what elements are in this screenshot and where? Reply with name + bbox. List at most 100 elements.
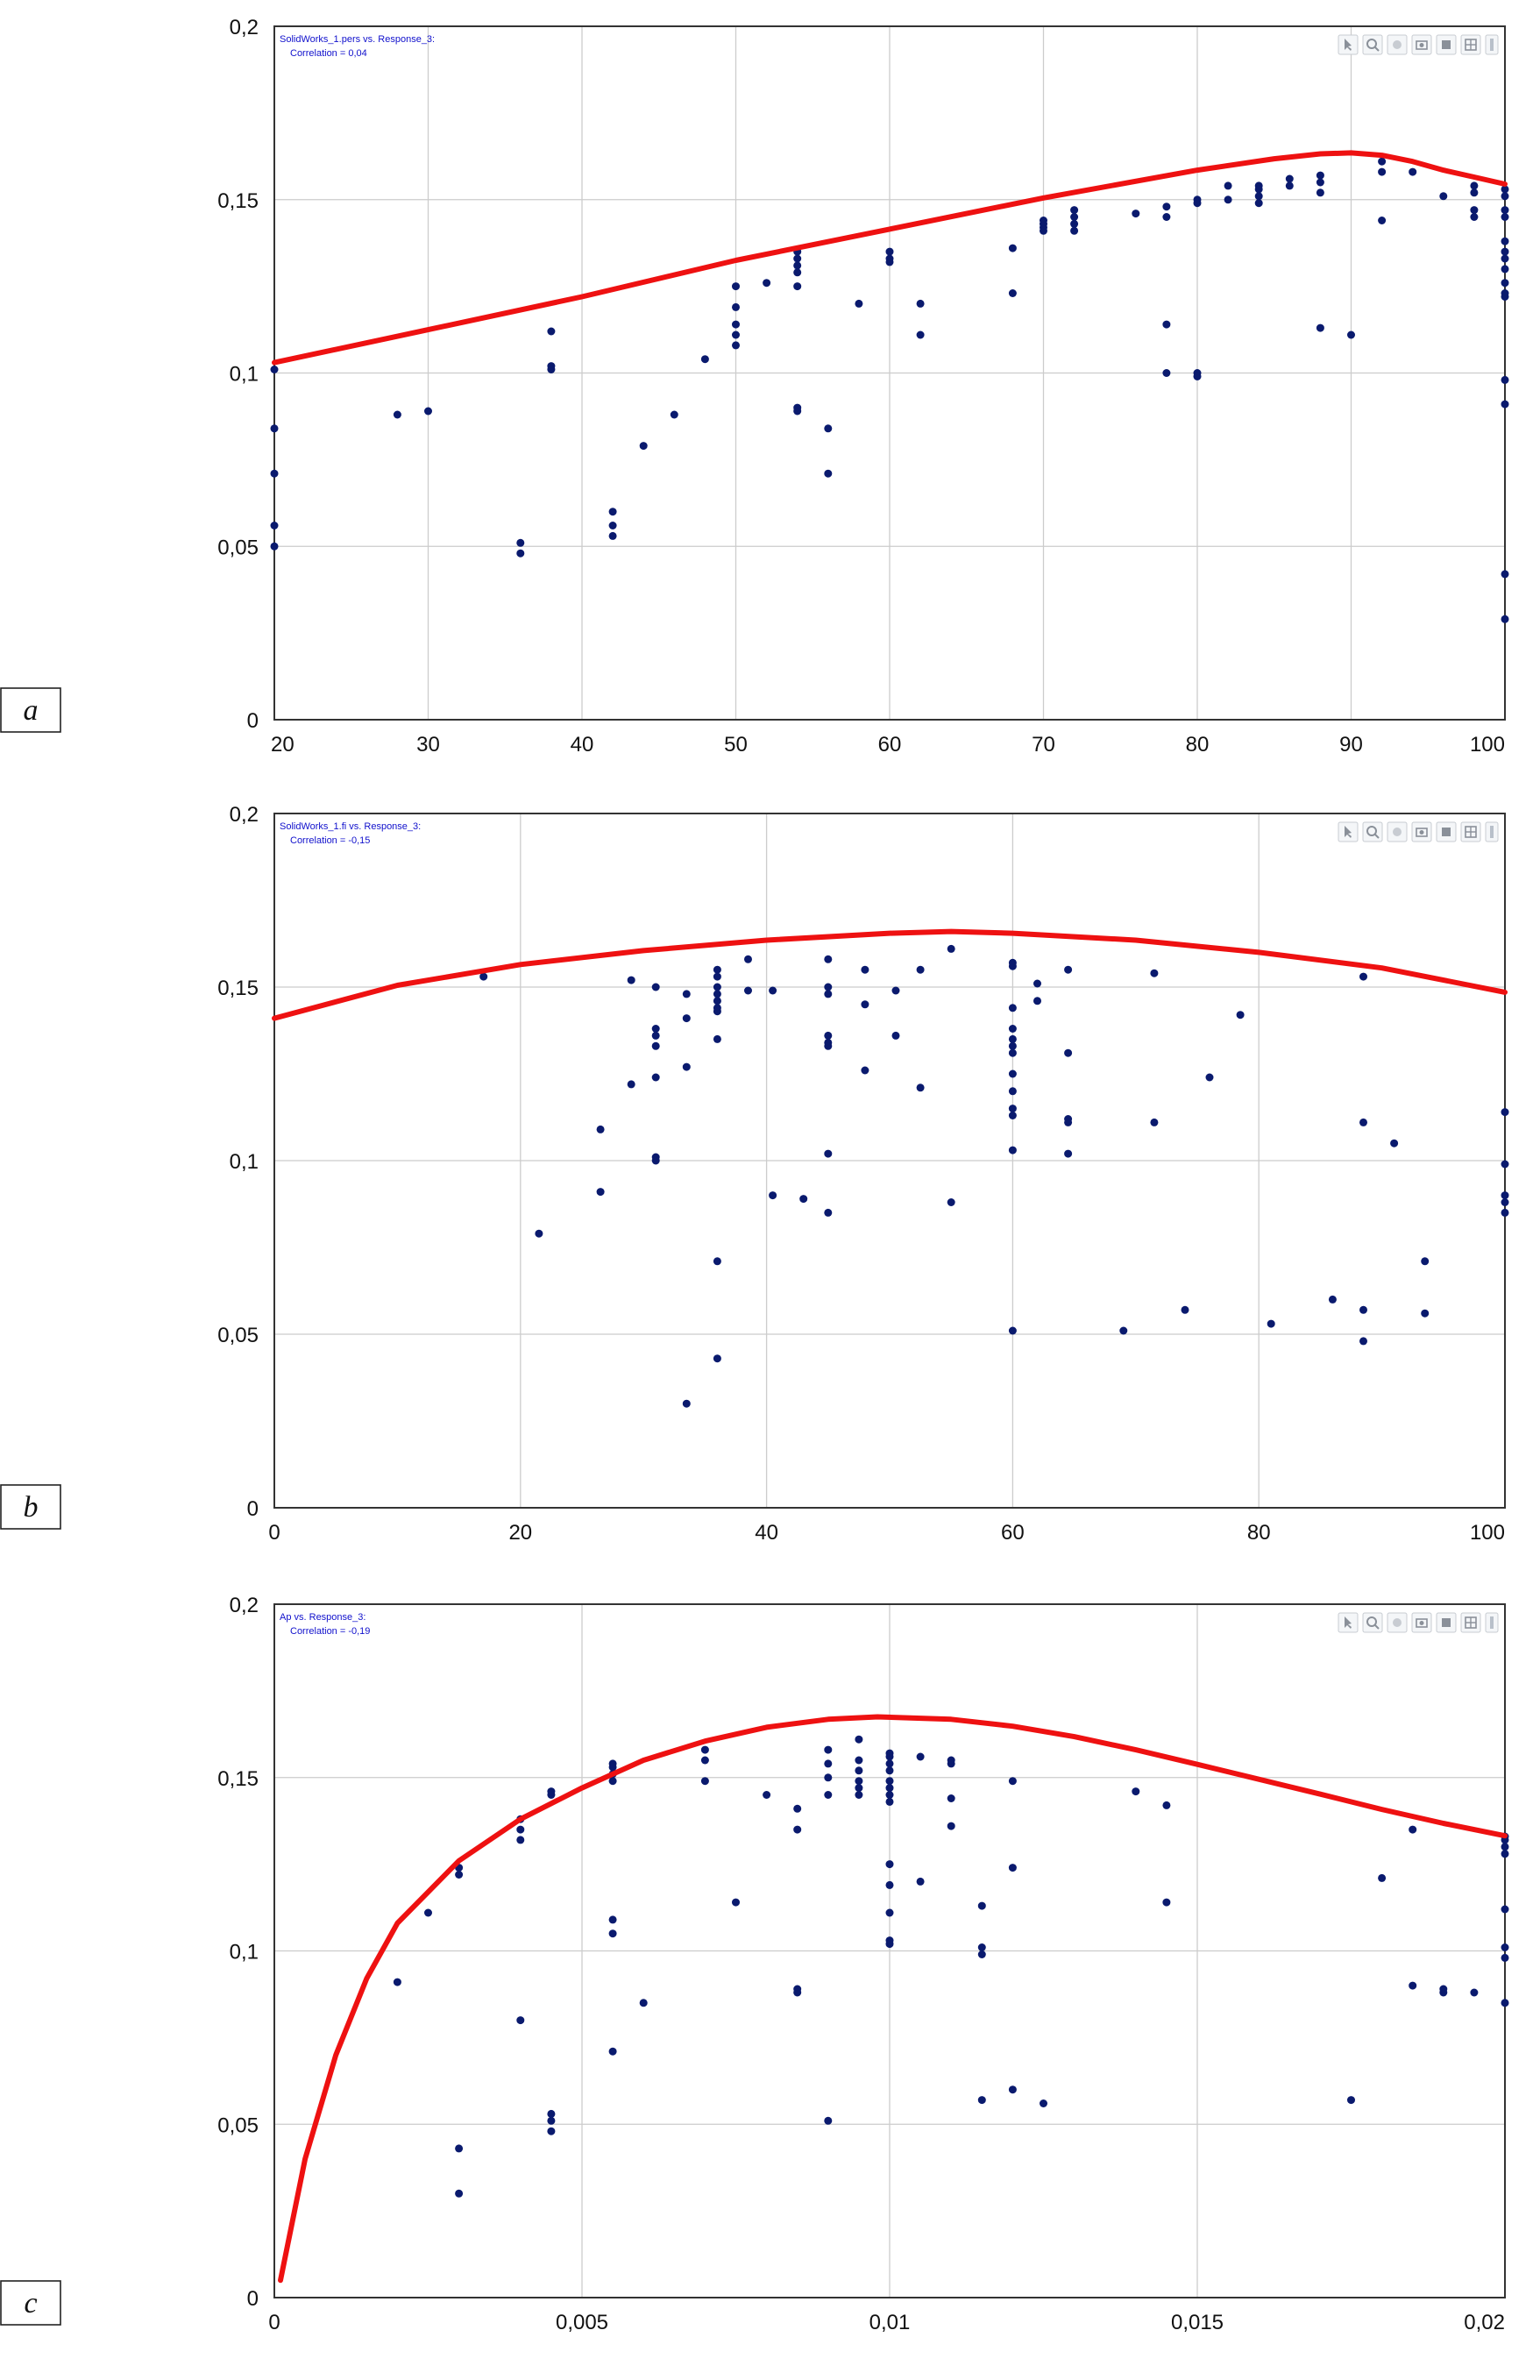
data-point <box>1347 330 1355 339</box>
correlation-text: Correlation = -0,19 <box>290 1626 370 1637</box>
data-point <box>270 469 279 478</box>
data-point <box>1409 167 1417 176</box>
data-point <box>885 1880 894 1889</box>
data-point <box>885 1908 894 1917</box>
x-tick-label: 40 <box>755 1521 778 1545</box>
data-point <box>1162 213 1171 221</box>
x-tick-label: 20 <box>271 733 295 757</box>
data-point <box>1236 1011 1245 1019</box>
more-icon[interactable] <box>1485 821 1499 842</box>
data-point <box>1501 279 1509 288</box>
y-tick-label: 0,05 <box>217 1324 259 1347</box>
data-point <box>793 407 802 416</box>
data-point <box>1070 226 1079 235</box>
data-point <box>1008 244 1017 252</box>
data-point <box>713 1034 721 1043</box>
data-point <box>1439 1988 1448 1997</box>
data-point <box>1347 2096 1355 2105</box>
data-point <box>916 299 925 308</box>
pan-icon[interactable] <box>1387 821 1408 842</box>
zoom-icon[interactable] <box>1362 34 1383 55</box>
data-point <box>861 1000 869 1009</box>
data-point <box>793 268 802 277</box>
data-point <box>1501 1208 1509 1217</box>
y-tick-label: 0,15 <box>217 1767 259 1791</box>
data-point <box>608 508 617 516</box>
data-point <box>977 2096 986 2105</box>
data-point <box>651 1041 660 1050</box>
data-point <box>1470 181 1479 190</box>
data-point <box>1316 171 1324 180</box>
save-icon[interactable] <box>1436 1612 1457 1633</box>
data-point <box>824 1791 833 1799</box>
data-point <box>769 1191 777 1200</box>
data-point <box>270 542 279 551</box>
data-point <box>1033 997 1041 1005</box>
data-point <box>947 1794 955 1802</box>
data-point <box>824 1208 833 1217</box>
data-point <box>763 1791 771 1799</box>
pan-icon[interactable] <box>1387 1612 1408 1633</box>
data-point <box>824 1759 833 1768</box>
data-point <box>916 1752 925 1761</box>
data-point <box>1501 185 1509 194</box>
data-point <box>793 1825 802 1834</box>
panel-label-box <box>0 1484 61 1530</box>
data-point <box>455 1871 464 1879</box>
data-point <box>947 1198 955 1206</box>
pointer-icon[interactable] <box>1338 1612 1359 1633</box>
data-point <box>1162 1898 1171 1907</box>
camera-icon[interactable] <box>1411 821 1432 842</box>
x-tick-label: 60 <box>878 733 902 757</box>
data-point <box>1501 1160 1509 1169</box>
data-point <box>516 1825 525 1834</box>
pointer-icon[interactable] <box>1338 34 1359 55</box>
data-point <box>977 1950 986 1958</box>
data-point <box>1224 181 1232 190</box>
more-icon[interactable] <box>1485 34 1499 55</box>
data-point <box>1316 178 1324 187</box>
pan-icon[interactable] <box>1387 34 1408 55</box>
data-point <box>1070 206 1079 215</box>
camera-icon[interactable] <box>1411 34 1432 55</box>
data-point <box>885 1797 894 1806</box>
data-point <box>1150 1118 1159 1126</box>
data-point <box>1359 972 1367 981</box>
data-point <box>1378 1873 1387 1882</box>
data-point <box>627 976 635 984</box>
data-point <box>885 1860 894 1869</box>
data-point <box>547 366 556 373</box>
zoom-icon[interactable] <box>1362 1612 1383 1633</box>
save-icon[interactable] <box>1436 821 1457 842</box>
data-point <box>824 1149 833 1158</box>
data-point <box>916 330 925 339</box>
data-point <box>682 1399 691 1408</box>
data-point <box>713 1257 721 1266</box>
data-point <box>1470 206 1479 215</box>
data-point <box>516 538 525 547</box>
data-point <box>1421 1309 1430 1318</box>
data-point <box>947 1759 955 1768</box>
data-point <box>516 1836 525 1844</box>
zoom-icon[interactable] <box>1362 821 1383 842</box>
data-point <box>861 965 869 974</box>
data-point <box>547 327 556 336</box>
save-icon[interactable] <box>1436 34 1457 55</box>
grid-icon[interactable] <box>1460 821 1481 842</box>
data-point <box>700 355 709 364</box>
more-icon[interactable] <box>1485 1612 1499 1633</box>
data-point <box>1064 1118 1073 1126</box>
fit-curve <box>272 928 1508 1021</box>
data-point <box>1328 1295 1337 1304</box>
grid-icon[interactable] <box>1460 34 1481 55</box>
data-point <box>885 1777 894 1786</box>
pointer-icon[interactable] <box>1338 821 1359 842</box>
data-point <box>1205 1073 1214 1082</box>
data-point <box>1132 1787 1140 1796</box>
data-point <box>885 1759 894 1768</box>
camera-icon[interactable] <box>1411 1612 1432 1633</box>
data-point <box>732 282 740 291</box>
grid-icon[interactable] <box>1460 1612 1481 1633</box>
correlation-text: Correlation = 0,04 <box>290 48 367 59</box>
